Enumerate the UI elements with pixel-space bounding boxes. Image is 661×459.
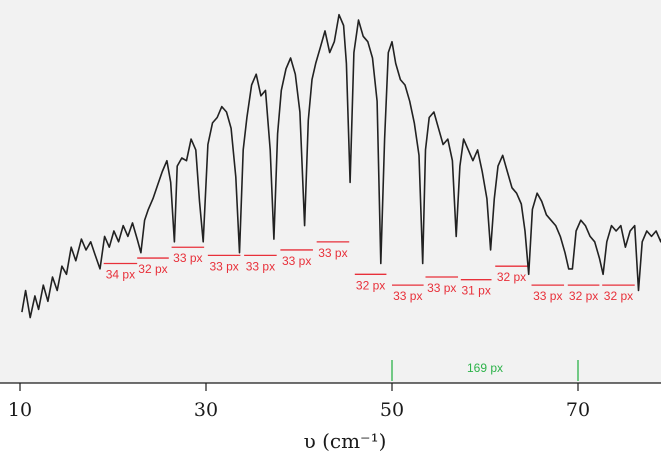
spacing-marker-label: 33 px (318, 246, 347, 260)
plot-background (0, 0, 661, 383)
spacing-marker-label: 33 px (282, 254, 311, 268)
scale-bar: 169 px (391, 360, 579, 381)
spacing-marker-label: 32 px (356, 278, 385, 292)
spacing-marker-label: 32 px (569, 289, 598, 303)
spacing-marker-label: 33 px (533, 289, 562, 303)
x-tick-label: 10 (8, 399, 32, 421)
spacing-marker-label: 32 px (604, 289, 633, 303)
x-tick-label: 50 (380, 399, 404, 421)
spacing-marker-label: 31 px (461, 284, 490, 298)
scale-bar-label: 169 px (467, 361, 503, 375)
spacing-marker-label: 33 px (173, 251, 202, 265)
x-axis-title: υ (cm⁻¹) (304, 429, 387, 453)
spacing-marker-label: 33 px (393, 289, 422, 303)
x-tick-label: 70 (566, 399, 590, 421)
spacing-marker-label: 33 px (209, 259, 238, 273)
spacing-marker-label: 34 px (106, 267, 135, 281)
spacing-marker-label: 32 px (497, 270, 526, 284)
spectrum-line (21, 13, 661, 319)
spacing-marker-label: 32 px (138, 262, 167, 276)
x-tick-label: 30 (194, 399, 218, 421)
spacing-marker-label: 33 px (246, 259, 275, 273)
x-axis-ticks: 10 30 50 70 (8, 383, 590, 421)
spacing-marker-label: 33 px (427, 281, 456, 295)
